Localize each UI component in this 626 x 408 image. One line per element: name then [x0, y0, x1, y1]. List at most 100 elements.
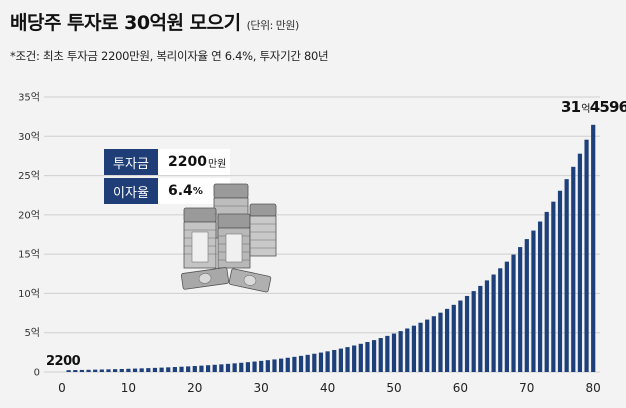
x-tick-label: 20: [187, 381, 202, 395]
bars: [66, 124, 596, 372]
rate-label: 이자율: [104, 178, 158, 204]
bar: [245, 362, 251, 372]
chart-subtitle: *조건: 최초 투자금 2200만원, 복리이자율 연 6.4%, 투자기간 8…: [10, 49, 329, 63]
bar: [205, 365, 211, 372]
y-tick-label: 35억: [18, 92, 40, 104]
bar: [504, 261, 509, 372]
bar: [564, 179, 569, 372]
x-tick-label: 0: [58, 381, 66, 395]
bar: [305, 354, 310, 372]
y-tick-label: 25억: [18, 170, 40, 182]
bar: [557, 190, 563, 372]
bar: [79, 369, 85, 372]
bar: [371, 340, 377, 372]
bar: [298, 355, 304, 372]
title-text: 배당주 투자로 30억원 모으기: [10, 12, 241, 34]
bar: [285, 357, 290, 372]
bar: [425, 319, 430, 372]
bar: [139, 368, 144, 372]
bar: [338, 348, 343, 372]
bar: [66, 370, 71, 372]
bar: [524, 239, 529, 372]
bar: [352, 345, 357, 372]
bar: [445, 308, 450, 372]
bar: [385, 335, 390, 372]
bar: [146, 368, 151, 372]
bar: [544, 211, 549, 372]
bar: [279, 358, 284, 372]
y-tick-label: 30억: [18, 131, 40, 143]
bar: [418, 322, 423, 372]
bar: [272, 359, 277, 372]
y-tick-label: 20억: [18, 209, 40, 221]
bar: [192, 366, 197, 372]
bar: [431, 316, 436, 372]
bar: [172, 367, 177, 372]
bar: [239, 362, 244, 372]
bar: [584, 139, 589, 372]
x-tick-label: 30: [254, 381, 269, 395]
unit-note: (단위: 만원): [246, 19, 300, 32]
bar: [186, 366, 191, 372]
x-tick-label: 40: [320, 381, 335, 395]
bar: [458, 300, 463, 372]
bar: [152, 367, 158, 372]
end-value-major: 31: [561, 98, 581, 116]
principal-label: 투자금: [104, 149, 158, 175]
bar: [219, 364, 224, 372]
end-value-minor: 4596: [589, 98, 626, 116]
end-value-label: 31억4596: [561, 98, 626, 116]
bar: [518, 247, 523, 372]
y-tick-label: 5억: [24, 327, 40, 339]
principal-amount: 2200: [168, 154, 207, 170]
bar: [511, 254, 516, 372]
bar: [391, 333, 397, 372]
bar: [199, 365, 204, 372]
bar: [212, 364, 217, 372]
bar: [106, 369, 111, 372]
grid-lines: [44, 96, 600, 373]
rate-unit: %: [192, 185, 203, 197]
y-axis-ticks: 0 5억 10억 15억 20억 25억 30억 35억: [18, 92, 40, 379]
rate-amount: 6.4: [168, 183, 193, 199]
bar: [113, 369, 118, 372]
bar: [484, 280, 490, 372]
bar: [99, 369, 104, 372]
bar: [332, 350, 337, 372]
bar: [126, 368, 131, 372]
bar: [411, 325, 417, 372]
principal-unit: 만원: [207, 158, 227, 170]
bar: [438, 312, 443, 372]
end-value-unit: 억: [581, 104, 590, 115]
x-tick-label: 50: [386, 381, 401, 395]
x-tick-label: 70: [519, 381, 534, 395]
bar: [318, 352, 324, 372]
bar: [358, 343, 363, 372]
bar: [325, 351, 330, 372]
bar: [225, 363, 231, 372]
bar: [179, 366, 184, 372]
money-stack-icon: [180, 183, 277, 293]
bar: [498, 268, 503, 372]
bar: [259, 360, 264, 372]
bar: [551, 201, 556, 372]
bar: [537, 221, 543, 372]
y-tick-label: 15억: [18, 249, 40, 261]
x-axis-ticks: 0 10 20 30 40 50 60 70 80: [58, 381, 601, 395]
chart-title: 배당주 투자로 30억원 모으기 (단위: 만원): [10, 8, 299, 35]
bar: [93, 369, 98, 372]
start-value-label: 2200: [46, 354, 81, 369]
bar: [345, 347, 350, 372]
bar: [265, 360, 270, 372]
bar: [166, 367, 171, 372]
bar: [464, 295, 470, 372]
bar: [312, 353, 317, 372]
bar: [478, 285, 483, 372]
conditions-box: 투자금 2200 만원 이자율 6.4%: [104, 149, 230, 207]
bar: [86, 369, 91, 372]
y-tick-label: 0: [34, 368, 40, 379]
bar: [491, 274, 496, 372]
x-tick-label: 60: [453, 381, 468, 395]
bar: [73, 370, 78, 372]
y-tick-label: 10억: [18, 288, 40, 300]
